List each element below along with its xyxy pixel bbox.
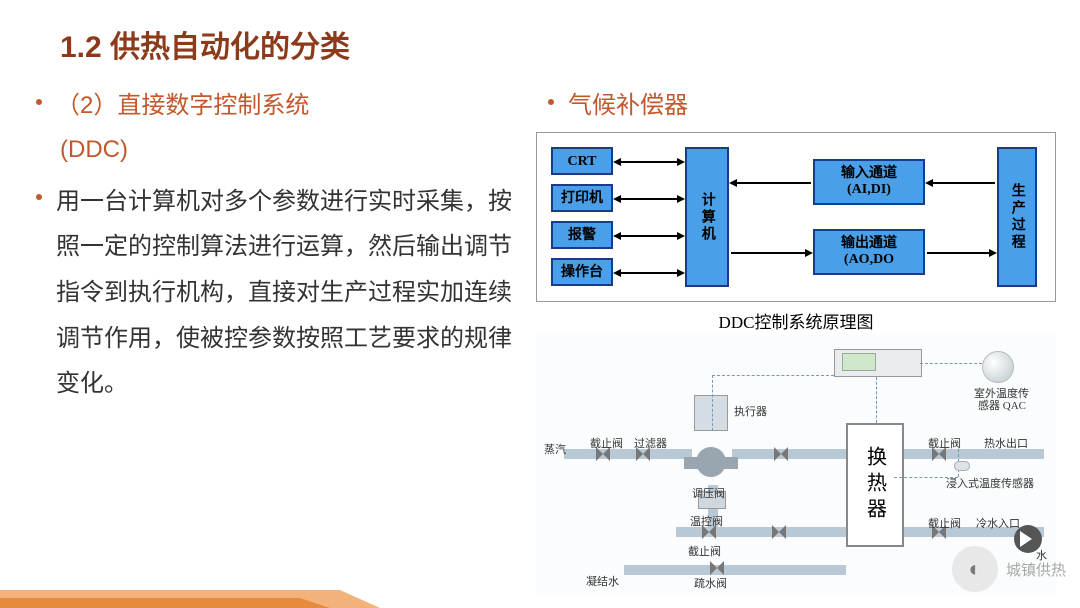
label-filter: 过滤器 xyxy=(634,435,667,451)
bullet-2: 用一台计算机对多个参数进行实时采集，按照一定的控制算法进行运算，然后输出调节指令… xyxy=(24,179,518,407)
valve-icon xyxy=(772,525,786,539)
label-stop_valve_r2: 截止阀 xyxy=(928,515,961,531)
arrow-right xyxy=(989,249,997,257)
label-steam: 蒸汽 xyxy=(544,441,566,457)
label-actuator: 执行器 xyxy=(734,403,767,419)
watermark-icon: ◐ xyxy=(952,546,998,592)
block-diagram: CRT 打印机报警操作台 计算机 输入通道(AI,DI) 输出通道(AO,DO 生产过程 xyxy=(536,132,1056,302)
block-channel-1: 输出通道(AO,DO xyxy=(813,229,925,275)
actuator-box xyxy=(694,395,728,431)
connector-line xyxy=(927,252,989,254)
arrow-right xyxy=(677,195,685,203)
label-stop_valve_l: 截止阀 xyxy=(590,435,623,451)
bullet-right-text: 气候补偿器 xyxy=(568,84,688,128)
arrow-right xyxy=(677,232,685,240)
valve-flange-r xyxy=(724,457,738,469)
outdoor-sensor xyxy=(982,351,1014,383)
signal-line xyxy=(712,375,834,376)
signal-line xyxy=(712,375,713,431)
label-outdoor_sensor2: 感器 QAC xyxy=(978,397,1026,413)
connector-line xyxy=(933,182,995,184)
label-regulating_valve: 调压阀 xyxy=(692,485,725,501)
block-computer: 计算机 xyxy=(685,147,729,287)
arrow-right xyxy=(805,249,813,257)
arrow-left xyxy=(729,179,737,187)
signal-line xyxy=(876,377,877,423)
signal-line xyxy=(920,363,982,364)
pipe xyxy=(732,449,846,459)
label-temp_valve: 温控阀 xyxy=(690,513,723,529)
watermark-text: 城镇供热 xyxy=(1006,559,1066,580)
arrow-left xyxy=(613,195,621,203)
watermark: ◐ 城镇供热 xyxy=(952,546,1066,592)
pipe xyxy=(564,449,692,459)
label-stop_valve_r1: 截止阀 xyxy=(928,435,961,451)
arrow-left xyxy=(613,269,621,277)
bullet-right: 气候补偿器 xyxy=(536,84,1056,128)
block-CRT: CRT xyxy=(551,147,613,175)
connector-line xyxy=(621,235,677,237)
bullet-dot xyxy=(36,194,42,200)
footer-decoration xyxy=(0,582,1080,608)
connector-line xyxy=(621,272,677,274)
immersion-sensor xyxy=(954,461,970,471)
bullet-2-text: 用一台计算机对多个参数进行实时采集，按照一定的控制算法进行运算，然后输出调节指令… xyxy=(56,179,518,407)
block-process: 生产过程 xyxy=(997,147,1037,287)
controller-screen xyxy=(842,353,876,371)
arrow-left xyxy=(925,179,933,187)
bullet-1-line1: （2）直接数字控制系统 xyxy=(56,84,309,128)
arrow-left xyxy=(613,232,621,240)
block-打印机: 打印机 xyxy=(551,184,613,212)
label-immersion: 浸入式温度传感器 xyxy=(946,475,1034,491)
label-stop_valve_b: 截止阀 xyxy=(688,543,721,559)
bullet-dot xyxy=(36,99,42,105)
pump-arrow xyxy=(1020,531,1032,547)
label-cold_in: 冷水入口 xyxy=(976,515,1020,531)
arrow-left xyxy=(613,158,621,166)
slide-title: 1.2 供热自动化的分类 xyxy=(60,22,1056,66)
bullet-1-line2: (DDC) xyxy=(60,128,309,172)
valve-flange-l xyxy=(684,457,698,469)
bullet-dot xyxy=(548,99,554,105)
connector-line xyxy=(737,182,811,184)
heat-exchanger: 换热器 xyxy=(846,423,904,547)
block-操作台: 操作台 xyxy=(551,258,613,286)
left-column: （2）直接数字控制系统 (DDC) 用一台计算机对多个参数进行实时采集，按照一定… xyxy=(24,84,518,595)
valve-icon xyxy=(710,561,724,575)
right-column: 气候补偿器 CRT 打印机报警操作台 计算机 输入通道(AI,DI) 输出通道(AO,D… xyxy=(536,84,1056,595)
block-channel-0: 输入通道(AI,DI) xyxy=(813,159,925,205)
connector-line xyxy=(731,252,805,254)
connector-line xyxy=(621,161,677,163)
block-报警: 报警 xyxy=(551,221,613,249)
bullet-1: （2）直接数字控制系统 (DDC) xyxy=(24,84,518,173)
arrow-right xyxy=(677,158,685,166)
valve-icon xyxy=(774,447,788,461)
pipe xyxy=(624,565,846,575)
label-hot_out: 热水出口 xyxy=(984,435,1028,451)
arrow-right xyxy=(677,269,685,277)
schematic-caption: DDC控制系统原理图 xyxy=(536,308,1056,333)
connector-line xyxy=(621,198,677,200)
